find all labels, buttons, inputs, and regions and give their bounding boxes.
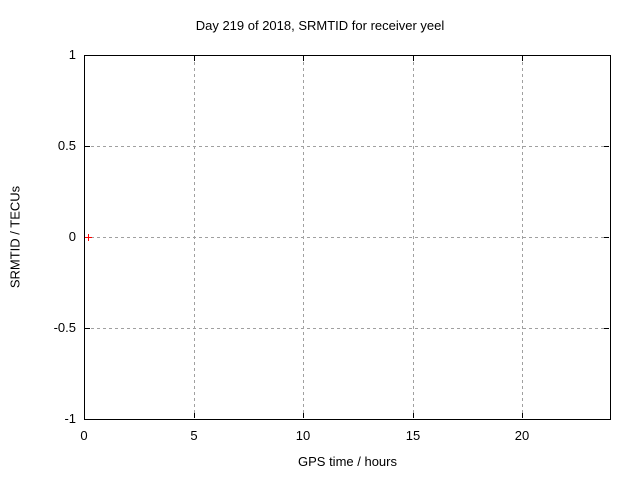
y-tick-mark-left: [85, 328, 90, 329]
y-tick-mark-right: [604, 237, 609, 238]
y-gridline: [85, 328, 609, 329]
x-tick-label: 5: [190, 428, 198, 443]
plot-area: [84, 55, 611, 420]
y-gridline: [85, 237, 609, 238]
x-tick-label: 0: [80, 428, 88, 443]
y-tick-mark-left: [85, 419, 90, 420]
x-tick-mark-bottom: [303, 413, 304, 418]
data-point-marker: [85, 234, 92, 241]
y-tick-mark-left: [85, 146, 90, 147]
x-tick-mark-bottom: [522, 413, 523, 418]
y-tick-mark-right: [604, 328, 609, 329]
y-tick-label: -0.5: [53, 320, 76, 335]
x-tick-mark-top: [303, 56, 304, 61]
y-tick-label: 0.5: [57, 138, 76, 153]
y-tick-mark-left: [85, 55, 90, 56]
x-tick-mark-bottom: [413, 413, 414, 418]
x-tick-mark-top: [413, 56, 414, 61]
x-tick-mark-top: [84, 56, 85, 61]
x-tick-label: 10: [295, 428, 311, 443]
y-tick-label: 1: [68, 47, 76, 62]
y-tick-label: -1: [64, 411, 76, 426]
x-tick-mark-bottom: [194, 413, 195, 418]
y-tick-mark-right: [604, 419, 609, 420]
x-tick-mark-top: [194, 56, 195, 61]
x-tick-mark-bottom: [84, 413, 85, 418]
y-tick-label: 0: [68, 229, 76, 244]
chart-title: Day 219 of 2018, SRMTID for receiver yee…: [195, 18, 445, 33]
y-gridline: [85, 146, 609, 147]
y-tick-mark-right: [604, 55, 609, 56]
x-tick-label: 20: [514, 428, 530, 443]
x-tick-label: 15: [405, 428, 421, 443]
x-axis-label: GPS time / hours: [298, 454, 397, 469]
x-tick-mark-top: [522, 56, 523, 61]
y-tick-mark-right: [604, 146, 609, 147]
